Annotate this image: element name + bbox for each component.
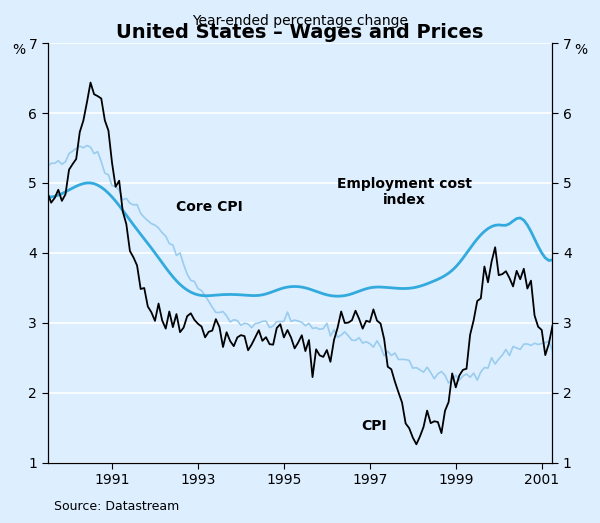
Text: Year-ended percentage change: Year-ended percentage change <box>192 15 408 28</box>
Text: Core CPI: Core CPI <box>176 200 243 214</box>
Text: Source: Datastream: Source: Datastream <box>54 499 179 513</box>
Text: %: % <box>12 43 25 57</box>
Text: %: % <box>575 43 588 57</box>
Title: United States – Wages and Prices: United States – Wages and Prices <box>116 22 484 41</box>
Text: CPI: CPI <box>361 419 387 434</box>
Text: Employment cost
index: Employment cost index <box>337 177 472 208</box>
